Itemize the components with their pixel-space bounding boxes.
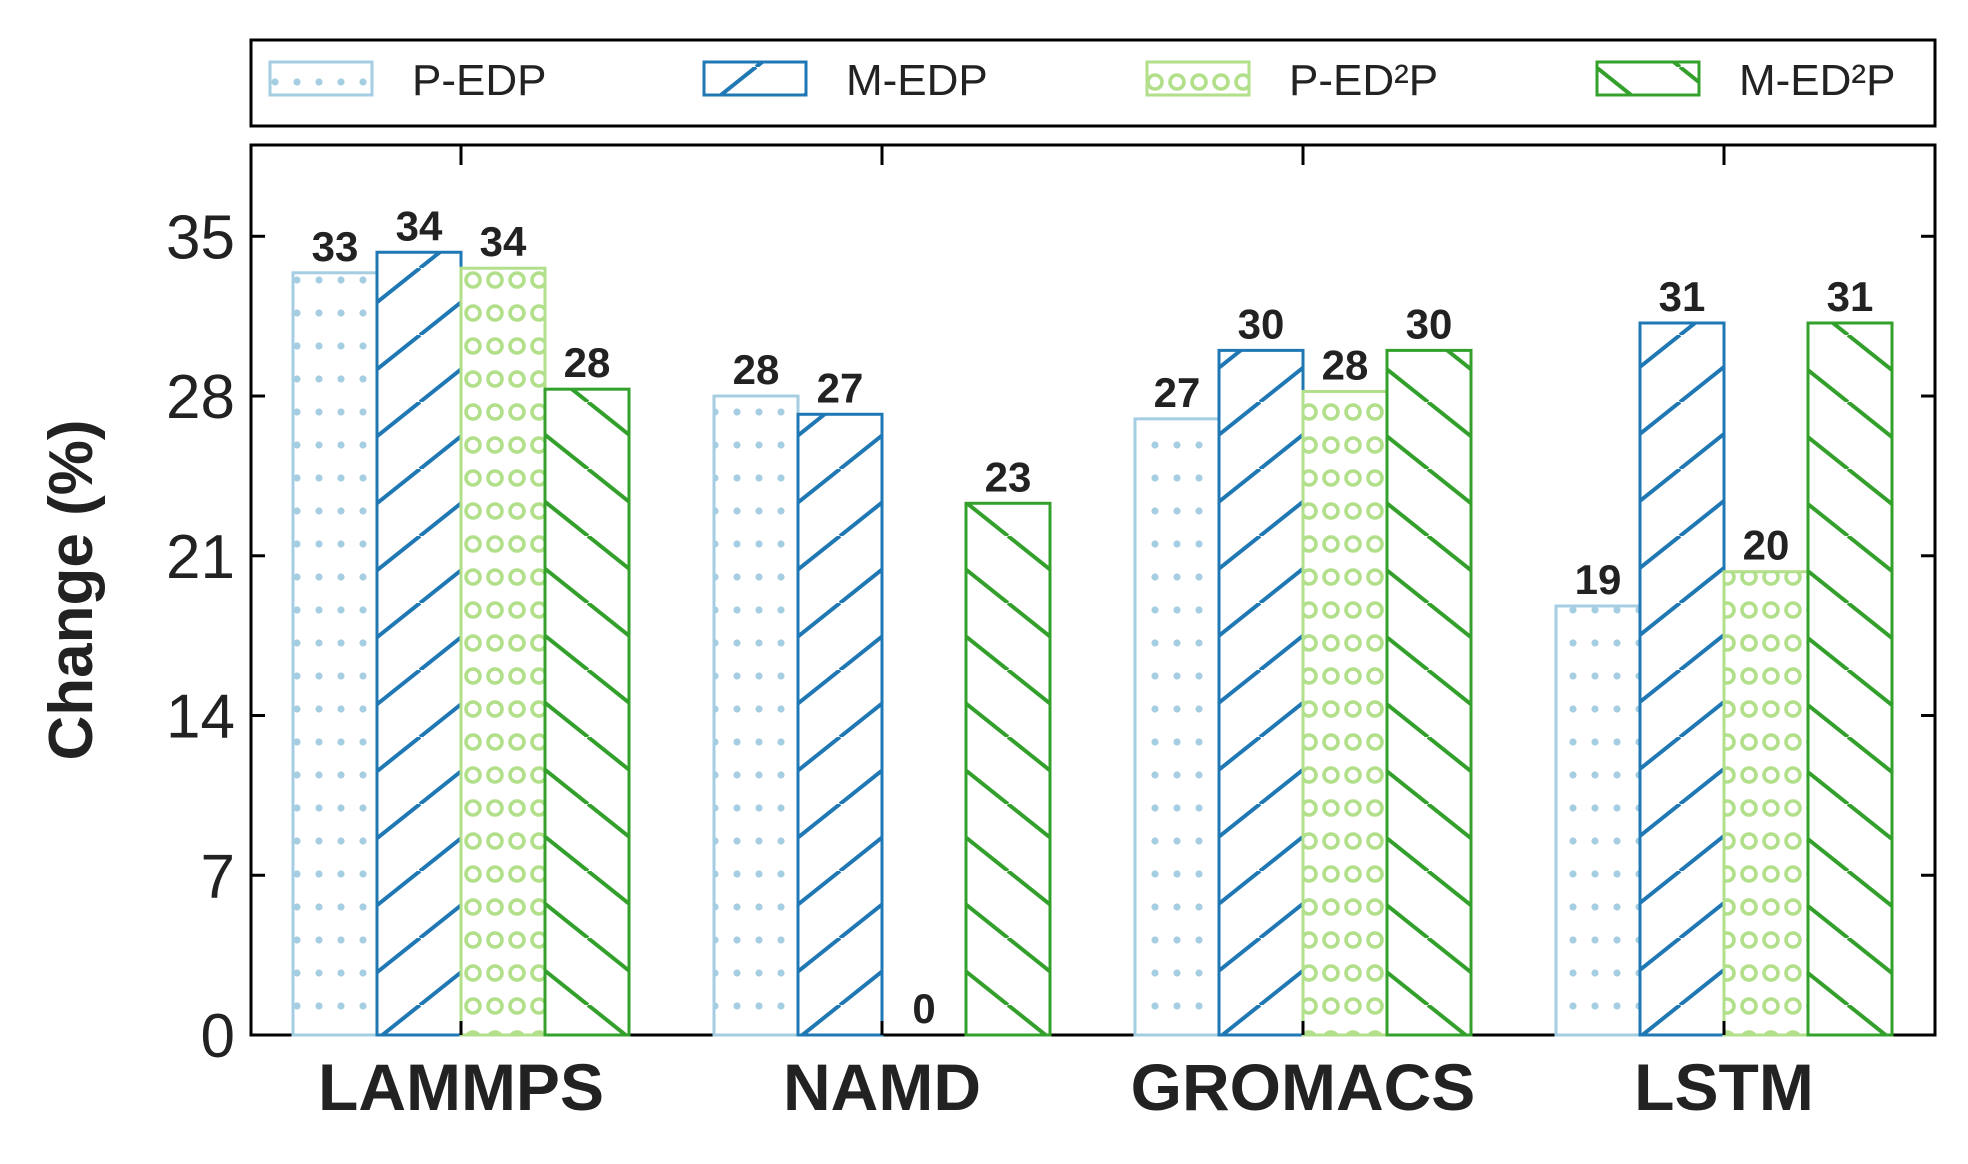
bar-value-label: 0: [912, 985, 935, 1032]
bar-value-label: 28: [1322, 341, 1369, 388]
x-category-label: LSTM: [1634, 1050, 1814, 1124]
bar-p-edp-namd: [712, 394, 800, 1037]
y-tick-label: 0: [201, 1002, 235, 1071]
bar-m-ed-p-lammps: [543, 387, 631, 1037]
bar-value-label: 31: [1827, 273, 1874, 320]
x-category-label: GROMACS: [1131, 1050, 1476, 1124]
legend-swatch-p-edp: [268, 60, 374, 97]
legend-label: P-ED²P: [1289, 56, 1438, 105]
y-tick-label: 14: [166, 683, 235, 752]
bar-m-edp-gromacs: [1217, 348, 1305, 1037]
bar-p-edp-lstm: [1554, 604, 1642, 1037]
bar-value-label: 30: [1238, 300, 1285, 347]
bar-value-label: 34: [480, 218, 527, 265]
bar-m-ed-p-namd: [964, 501, 1052, 1037]
bar-value-label: 33: [312, 223, 359, 270]
bar-p-edp-lammps: [291, 271, 379, 1037]
bar-value-label: 30: [1406, 300, 1453, 347]
bar-value-label: 27: [817, 364, 864, 411]
bar-m-ed-p-gromacs: [1385, 348, 1473, 1037]
bar-p-ed-p-lstm: [1722, 570, 1810, 1037]
x-category-label: NAMD: [783, 1050, 981, 1124]
bar-value-label: 19: [1575, 556, 1622, 603]
bar-value-label: 27: [1154, 369, 1201, 416]
bar-p-ed-p-lammps: [459, 266, 547, 1037]
y-tick-label: 7: [201, 842, 235, 911]
y-tick-label: 35: [166, 203, 235, 272]
bar-m-ed-p-lstm: [1806, 321, 1894, 1037]
y-axis: 0 7 14 21 28 35: [166, 203, 1935, 1071]
legend: P-EDP M-EDP P-ED²P M-ED²P: [268, 56, 1895, 105]
bar-p-edp-gromacs: [1133, 417, 1221, 1037]
x-category-label: LAMMPS: [318, 1050, 604, 1124]
bar-value-label: 34: [396, 202, 443, 249]
legend-label: P-EDP: [412, 56, 546, 105]
legend-label: M-EDP: [846, 56, 988, 105]
bar-value-label: 31: [1659, 273, 1706, 320]
legend-swatch-p-ed-p: [1145, 60, 1251, 97]
bar-value-label: 28: [564, 339, 611, 386]
y-tick-label: 28: [166, 363, 235, 432]
bar-m-edp-lammps: [375, 250, 463, 1037]
y-axis-label: Change (%): [37, 420, 106, 761]
bar-value-label: 20: [1743, 522, 1790, 569]
bars-group: [291, 250, 1894, 1037]
bar-m-edp-lstm: [1638, 321, 1726, 1037]
bar-p-ed-p-gromacs: [1301, 389, 1389, 1037]
legend-swatch-m-ed-p: [1595, 60, 1701, 97]
bar-value-label: 23: [985, 453, 1032, 500]
x-axis: LAMMPS NAMD GROMACS LSTM: [318, 145, 1814, 1124]
bar-labels-group: 33 28 27 19 34 27 30 31 34 0 28 20 28 23 30 31: [312, 202, 1874, 1032]
bar-value-label: 28: [733, 346, 780, 393]
y-tick-label: 21: [166, 523, 235, 592]
legend-label: M-ED²P: [1739, 56, 1895, 105]
bar-m-edp-namd: [796, 412, 884, 1037]
legend-swatch-m-edp: [702, 60, 808, 97]
plot-frame: [249, 143, 1937, 1037]
